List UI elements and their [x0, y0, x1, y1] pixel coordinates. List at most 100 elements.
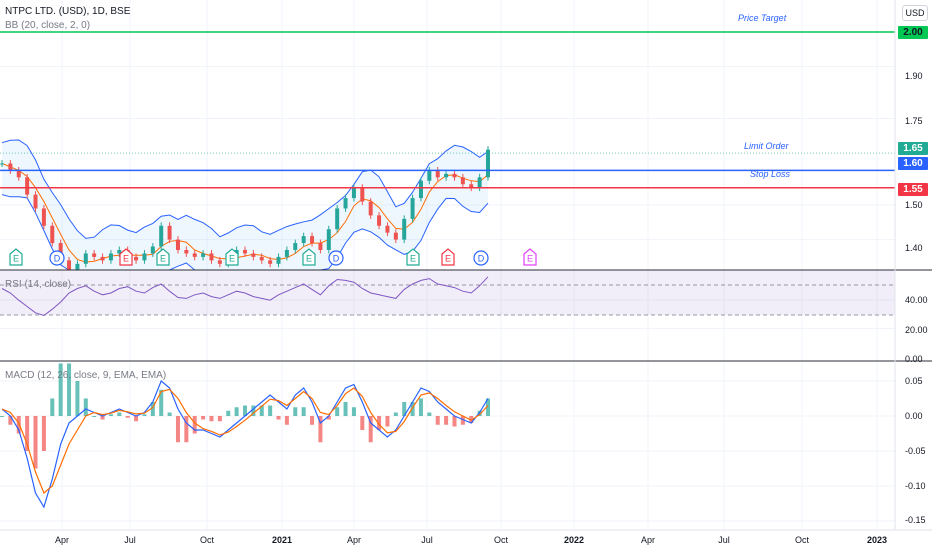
earnings-marker — [441, 248, 455, 266]
currency-badge[interactable]: USD — [902, 5, 928, 21]
macd-histogram-bar — [318, 416, 323, 443]
macd-histogram-bar — [410, 402, 415, 416]
candle-body — [377, 215, 382, 226]
candle-body — [67, 260, 72, 270]
price-target-annotation[interactable]: Price Target — [738, 13, 787, 23]
earnings-marker — [119, 248, 133, 266]
macd-histogram-bar — [486, 398, 490, 416]
macd-histogram-bar — [268, 405, 273, 416]
candle-body — [460, 177, 465, 185]
bb-indicator-label[interactable]: BB (20, close, 2, 0) — [5, 20, 91, 31]
macd-histogram-bar — [460, 416, 465, 425]
candle-body — [75, 263, 80, 270]
grid — [0, 0, 895, 530]
signal-line — [1, 387, 489, 494]
symbol-title[interactable]: NTPC LTD. (USD), 1D, BSE — [5, 6, 131, 17]
macd-histogram-bar — [452, 416, 457, 427]
time-tick: Apr — [346, 535, 362, 545]
candle-body — [50, 225, 55, 244]
dividend-marker — [328, 250, 344, 266]
macd-label[interactable]: MACD (12, 26, close, 9, EMA, EMA) — [5, 370, 167, 381]
macd-histogram-bar — [192, 416, 197, 434]
target-price-tag: 2.00 — [898, 26, 928, 39]
event-letter: D — [478, 254, 485, 264]
candle-body — [368, 201, 373, 216]
macd-histogram-bar — [335, 407, 340, 416]
macd-histogram-bar — [276, 416, 281, 420]
candle-body — [192, 253, 197, 257]
candle-body — [427, 170, 432, 181]
event-letter: E — [445, 254, 451, 264]
time-tick: Oct — [794, 535, 810, 545]
limit-order-annotation[interactable]: Limit Order — [744, 141, 789, 151]
candle-body — [142, 253, 147, 261]
macd-histogram-bar — [184, 416, 189, 443]
macd-histogram-bar — [418, 398, 423, 416]
macd-histogram-bar — [150, 402, 155, 416]
price-tick: 1.75 — [905, 116, 923, 126]
macd-histogram-bar — [8, 416, 13, 425]
candle-body — [217, 260, 222, 264]
event-letter: E — [123, 254, 129, 264]
macd-histogram-bar — [326, 416, 331, 420]
macd-histogram-bar — [175, 416, 180, 443]
candle-body — [335, 208, 340, 230]
event-letter: E — [527, 254, 533, 264]
earnings-marker — [156, 248, 170, 266]
macd-histogram-bar — [16, 416, 21, 434]
candle-body — [301, 236, 306, 244]
candle-body — [209, 253, 214, 261]
macd-indicator — [0, 363, 490, 509]
candle-body — [385, 225, 390, 233]
macd-histogram-bar — [108, 414, 113, 416]
pane-separators — [0, 0, 932, 531]
candle-body — [452, 173, 457, 178]
macd-histogram-bar — [393, 412, 398, 416]
time-tick: Jul — [124, 535, 136, 545]
macd-tick: 0.00 — [905, 411, 923, 421]
time-tick: Jul — [718, 535, 730, 545]
macd-histogram-bar — [217, 416, 222, 422]
macd-histogram-bar — [41, 416, 46, 451]
event-letter: E — [13, 254, 19, 264]
rsi-band — [0, 270, 895, 315]
macd-tick: 0.05 — [905, 376, 923, 386]
time-tick: Oct — [199, 535, 215, 545]
candle-body — [117, 249, 122, 254]
macd-histogram-bar — [25, 416, 30, 451]
macd-histogram-bar — [125, 416, 130, 418]
candle-body — [33, 194, 38, 209]
candle-body — [360, 187, 365, 202]
candle-body — [276, 256, 281, 264]
candle-body — [410, 198, 415, 219]
macd-histogram-bar — [209, 416, 214, 422]
candle-body — [444, 173, 449, 178]
macd-tick: -0.15 — [905, 515, 926, 525]
candle-body — [418, 180, 423, 199]
macd-histogram-bar — [142, 414, 147, 416]
candle-body — [486, 149, 490, 178]
macd-histogram-bar — [310, 416, 315, 425]
earnings-marker — [225, 248, 239, 266]
candle-body — [150, 246, 155, 254]
rsi-label[interactable]: RSI (14, close) — [5, 279, 72, 290]
macd-tick: -0.05 — [905, 446, 926, 456]
macd-histogram-bar — [385, 416, 390, 427]
candle-body — [251, 253, 256, 257]
candle-body — [175, 239, 180, 250]
macd-histogram-bar — [134, 416, 139, 422]
candle-body — [268, 260, 273, 264]
candle-body — [8, 163, 13, 171]
candle-body — [201, 253, 206, 257]
candle-body — [100, 256, 105, 261]
macd-tick: -0.10 — [905, 481, 926, 491]
stop-loss-annotation[interactable]: Stop Loss — [750, 169, 791, 179]
candle-body — [184, 249, 189, 254]
price-tick: 1.40 — [905, 243, 923, 253]
candle-body — [293, 243, 298, 250]
macd-histogram-bar — [351, 407, 356, 416]
event-letter: E — [229, 254, 235, 264]
macd-histogram-bar — [92, 416, 97, 417]
time-tick: Apr — [54, 535, 70, 545]
